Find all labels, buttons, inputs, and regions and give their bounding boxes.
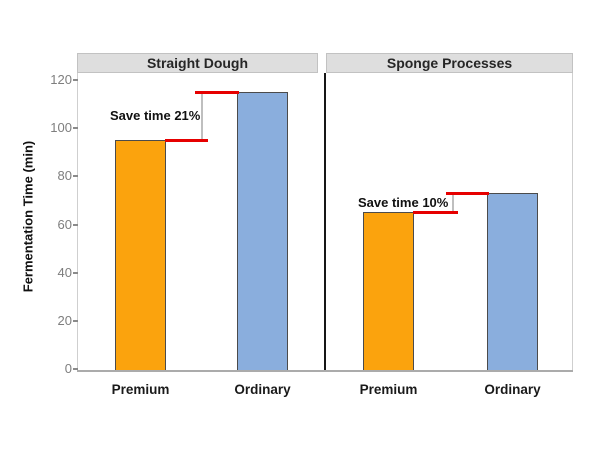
panel-header-sponge-processes: Sponge Processes (326, 53, 573, 73)
bar-ordinary (237, 92, 288, 371)
y-tick-mark (73, 224, 78, 226)
x-label-premium: Premium (111, 382, 170, 397)
bar-ordinary (487, 193, 538, 371)
y-tick-label: 120 (50, 72, 72, 87)
savings-annotation-sponge-processes: Save time 10% (358, 195, 449, 210)
plot-left-border (77, 73, 78, 370)
y-tick-mark (73, 368, 78, 370)
savings-connector-line (201, 92, 203, 140)
y-tick-label: 20 (57, 313, 72, 328)
savings-annotation-straight-dough: Save time 21% (110, 108, 201, 123)
y-axis-title: Fermentation Time (min) (20, 140, 36, 293)
x-axis-line (77, 370, 573, 372)
y-tick-label: 80 (57, 168, 72, 183)
x-label-premium: Premium (359, 382, 418, 397)
y-tick-label: 60 (57, 217, 72, 232)
y-tick-mark (73, 175, 78, 177)
savings-line-lower (165, 139, 208, 142)
x-label-ordinary: Ordinary (484, 382, 541, 397)
y-tick-label: 100 (50, 120, 72, 135)
plot-right-border (572, 73, 573, 370)
y-tick-mark (73, 79, 78, 81)
y-tick-label: 0 (64, 361, 72, 376)
savings-line-upper (446, 192, 489, 195)
y-tick-mark (73, 127, 78, 129)
savings-line-upper (195, 91, 239, 94)
panel-header-straight-dough: Straight Dough (77, 53, 318, 73)
x-label-ordinary: Ordinary (234, 382, 291, 397)
y-tick-mark (73, 320, 78, 322)
y-tick-mark (73, 272, 78, 274)
bar-premium (363, 212, 414, 371)
bar-premium (115, 140, 166, 371)
savings-connector-line (452, 193, 454, 212)
savings-line-lower (413, 211, 458, 214)
panel-separator-line (324, 73, 326, 371)
y-tick-label: 40 (57, 265, 72, 280)
